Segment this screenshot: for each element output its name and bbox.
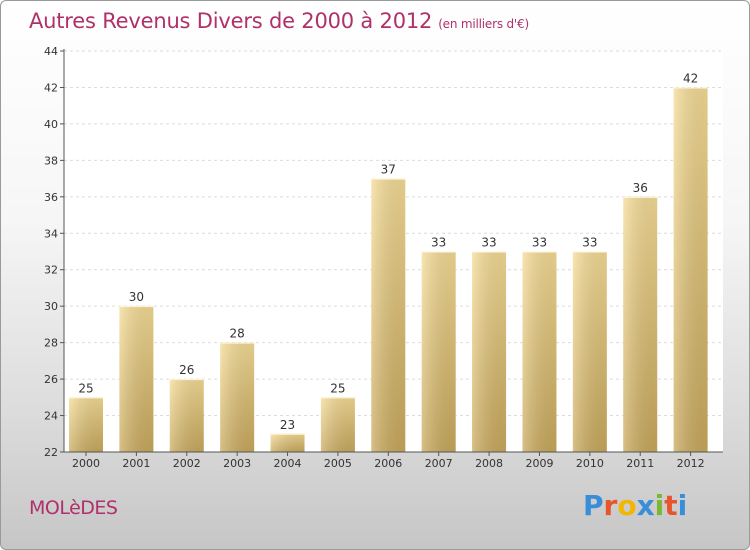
- bar-value-label: 33: [582, 236, 597, 250]
- bar-value-label: 33: [481, 236, 496, 250]
- bar-value-label: 28: [230, 327, 245, 341]
- chart-unit-note: (en milliers d'€): [438, 17, 529, 31]
- bar-value-label: 23: [280, 418, 295, 432]
- x-tick-label: 2008: [475, 457, 503, 470]
- y-tick-label: 30: [44, 300, 58, 313]
- y-tick-label: 36: [44, 191, 58, 204]
- y-tick-label: 40: [44, 118, 58, 131]
- y-tick-label: 44: [44, 45, 58, 58]
- x-tick-label: 2005: [324, 457, 352, 470]
- bar-shading: [320, 397, 355, 452]
- logo-letter: x: [636, 489, 655, 522]
- x-tick-label: 2002: [173, 457, 201, 470]
- bar-value-label: 25: [78, 381, 93, 395]
- logo-letter: o: [617, 489, 637, 522]
- commune-name: MOLèDES: [29, 497, 118, 519]
- logo-letter: i: [677, 489, 688, 522]
- logo-letter: P: [583, 489, 604, 522]
- bar-shading: [119, 306, 154, 452]
- x-tick-label: 2007: [425, 457, 453, 470]
- bar-value-label: 26: [179, 363, 194, 377]
- bar-shading: [472, 251, 507, 452]
- x-tick-label: 2003: [223, 457, 251, 470]
- y-tick-label: 28: [44, 337, 58, 350]
- logo-letter: r: [603, 489, 618, 522]
- bar-shading: [371, 178, 406, 452]
- x-tick-label: 2010: [576, 457, 604, 470]
- x-tick-label: 2001: [122, 457, 150, 470]
- y-tick-label: 24: [44, 410, 58, 423]
- bar-value-label: 25: [330, 381, 345, 395]
- bar-shading: [169, 379, 204, 452]
- bar-shading: [522, 251, 557, 452]
- bar-value-label: 42: [683, 71, 698, 85]
- bar-shading: [69, 397, 103, 452]
- bar-value-label: 33: [431, 236, 446, 250]
- logo-letter: t: [664, 489, 678, 522]
- x-tick-label: 2011: [626, 457, 654, 470]
- x-tick-label: 2004: [274, 457, 302, 470]
- chart-title: Autres Revenus Divers de 2000 à 2012 (en …: [29, 9, 529, 33]
- x-tick-label: 2000: [72, 457, 100, 470]
- y-tick-label: 34: [44, 227, 58, 240]
- chart-title-text: Autres Revenus Divers de 2000 à 2012: [29, 9, 433, 33]
- y-tick-label: 32: [44, 264, 58, 277]
- bar-value-label: 37: [381, 163, 396, 177]
- bar-shading: [421, 251, 456, 452]
- x-tick-label: 2006: [374, 457, 402, 470]
- bar-shading: [623, 196, 658, 452]
- bar-shading: [673, 87, 708, 453]
- logo-letter: i: [654, 489, 665, 522]
- y-tick-label: 22: [44, 446, 58, 459]
- x-tick-label: 2012: [677, 457, 705, 470]
- y-tick-label: 38: [44, 154, 58, 167]
- y-tick-label: 26: [44, 373, 58, 386]
- x-tick-label: 2009: [525, 457, 553, 470]
- proxiti-logo: Proxiti: [583, 489, 687, 522]
- bar-shading: [270, 433, 305, 452]
- bar-value-label: 36: [633, 181, 648, 195]
- bar-shading: [220, 342, 255, 452]
- bar-value-label: 33: [532, 236, 547, 250]
- y-tick-label: 42: [44, 81, 58, 94]
- bar-shading: [572, 251, 607, 452]
- bar-value-label: 30: [129, 290, 144, 304]
